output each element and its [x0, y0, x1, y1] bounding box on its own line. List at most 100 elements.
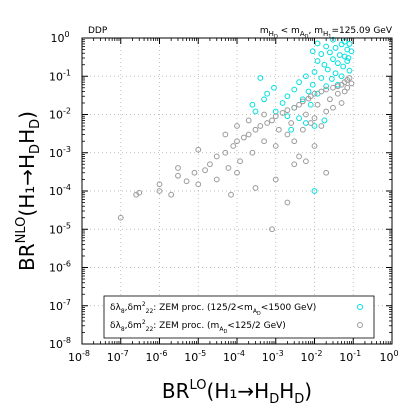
data-point: [202, 167, 208, 174]
data-point: [299, 126, 306, 133]
legend-marker-1: [357, 322, 363, 328]
data-point: [261, 111, 267, 118]
data-point: [311, 68, 318, 75]
x-tick-label: 10-4: [223, 349, 245, 364]
data-point: [344, 84, 351, 91]
x-tick-label: 10-1: [339, 349, 361, 364]
data-point: [323, 83, 330, 90]
data-point: [318, 123, 325, 129]
data-point: [334, 90, 341, 97]
data-point: [284, 93, 291, 100]
series-layer: [117, 36, 355, 233]
annotation-left: DDP: [88, 26, 108, 36]
data-point: [296, 79, 302, 86]
data-point: [136, 189, 143, 196]
data-point: [252, 126, 259, 133]
data-point: [332, 45, 339, 51]
data-point: [213, 176, 220, 183]
data-point: [318, 51, 325, 57]
data-point: [156, 188, 163, 194]
data-point: [245, 117, 252, 124]
data-point: [272, 143, 279, 149]
data-point: [234, 123, 240, 129]
legend-marker-0: [357, 304, 363, 310]
legend-label-0: δλ8,δm222: ZEM proc. (125/2<mAD<1500 GeV…: [110, 301, 316, 317]
data-point: [303, 111, 309, 118]
y-tick-label: 10-7: [49, 298, 71, 313]
data-point: [303, 158, 309, 165]
data-point: [156, 181, 163, 188]
data-point: [314, 58, 321, 64]
grid: [82, 38, 392, 344]
data-point: [230, 143, 237, 149]
y-tick-label: 10-8: [49, 336, 71, 351]
data-point: [264, 90, 271, 97]
data-point: [264, 120, 271, 126]
data-point: [222, 149, 229, 156]
data-point: [346, 75, 353, 81]
data-point: [191, 169, 198, 176]
data-point: [309, 48, 316, 55]
data-point: [195, 146, 202, 153]
data-point: [314, 40, 321, 47]
data-point: [323, 169, 330, 176]
data-point: [346, 41, 353, 47]
y-tick-label: 10-1: [49, 68, 71, 83]
x-tick-label: 10-6: [146, 349, 168, 364]
data-point: [318, 88, 325, 95]
data-point: [234, 138, 240, 145]
data-point: [303, 73, 309, 80]
x-tick-label: 10-8: [68, 349, 90, 364]
legend-label-1: δλ8,δm222: ZEM proc. (mAD<125/2 GeV): [110, 319, 286, 335]
data-point: [275, 126, 282, 133]
data-point: [332, 70, 339, 77]
data-point: [269, 226, 275, 233]
data-point: [338, 100, 345, 106]
data-point: [318, 75, 325, 81]
data-point: [234, 169, 240, 176]
data-point: [321, 61, 328, 68]
y-axis-label: BRNLO(H₁→HDHD): [14, 111, 43, 271]
data-point: [288, 120, 295, 126]
data-point: [323, 86, 330, 93]
data-point: [327, 96, 333, 103]
data-point: [346, 67, 353, 74]
data-point: [307, 120, 314, 126]
x-axis-label: BRLO(H₁→HDHD): [162, 378, 312, 407]
data-point: [330, 84, 336, 91]
data-point: [237, 158, 243, 165]
data-point: [311, 123, 318, 129]
data-point: [245, 131, 252, 138]
data-point: [323, 43, 330, 50]
data-point: [228, 191, 234, 198]
data-point: [272, 113, 279, 120]
data-point: [195, 181, 202, 188]
x-tick-label: 10-3: [262, 349, 284, 364]
data-point: [334, 83, 341, 90]
data-point: [321, 117, 328, 124]
data-point: [307, 101, 314, 108]
data-point: [330, 56, 336, 63]
data-point: [311, 90, 318, 97]
data-point: [323, 108, 330, 115]
data-point: [328, 76, 335, 82]
data-point: [296, 101, 302, 108]
data-point: [240, 134, 247, 141]
data-point: [327, 49, 333, 56]
y-tick-label: 10-4: [49, 183, 71, 198]
data-point: [272, 176, 279, 183]
data-point: [330, 104, 336, 111]
data-point: [330, 36, 336, 43]
data-point: [334, 60, 341, 67]
data-point: [271, 84, 277, 91]
data-point: [324, 66, 331, 73]
annotation-right: mHD < mAD, mH1=125.09 GeV: [260, 26, 393, 40]
data-point: [261, 138, 267, 145]
data-point: [305, 88, 312, 95]
legend-box: [103, 295, 375, 339]
data-point: [252, 108, 259, 115]
data-point: [175, 165, 181, 171]
x-tick-label: 100: [379, 349, 398, 364]
data-point: [299, 98, 306, 105]
